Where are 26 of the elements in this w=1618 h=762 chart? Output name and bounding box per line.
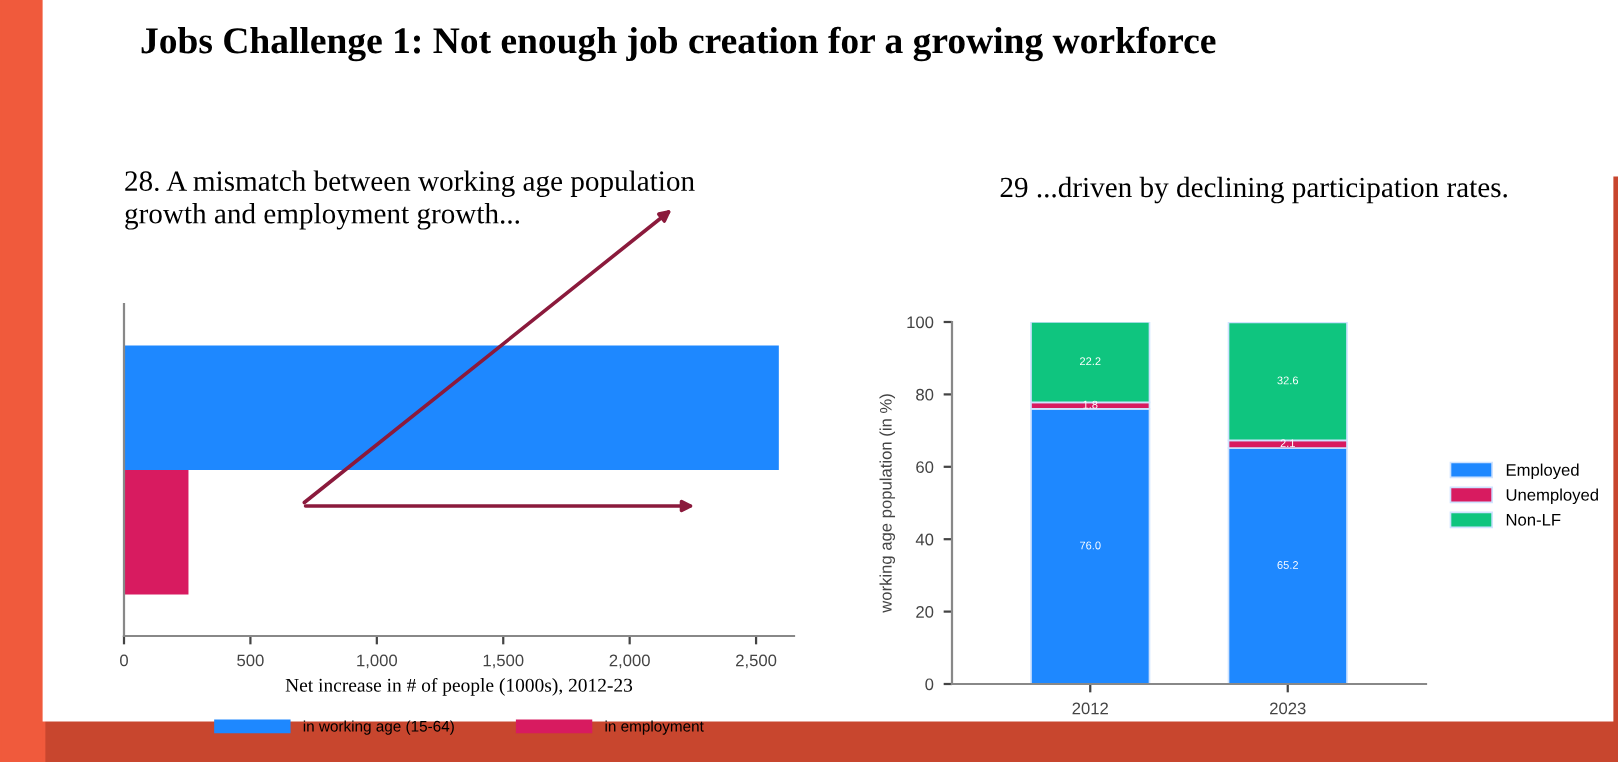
- y-tick-label: 0: [925, 678, 934, 691]
- bar: [1030, 322, 1151, 404]
- x-tick-label: 500: [237, 654, 264, 667]
- y-tick-label: 80: [916, 388, 934, 401]
- chart-subtitle: 28. A mismatch between working age population growth and employment growth...: [125, 170, 695, 230]
- x-tick-label: 2,500: [736, 654, 777, 669]
- bar: [1030, 408, 1151, 684]
- y-tick-label: 100: [907, 316, 934, 329]
- legend-label: Unemployed: [1506, 488, 1598, 505]
- legend-label: Employed: [1506, 463, 1579, 480]
- chart-title: 29 ...driven by declining participation rates.: [1000, 176, 1507, 204]
- x-tick-label: 1,500: [483, 654, 524, 669]
- x-tick-label: 0: [120, 654, 128, 667]
- y-tick-label: 40: [915, 533, 934, 546]
- x-tick-label: 1,000: [357, 654, 398, 669]
- y-axis-title: working age population (in %): [879, 394, 896, 613]
- x-tick-label: 2023: [1270, 702, 1306, 715]
- y-tick-label: 20: [916, 606, 934, 618]
- x-axis-title: Net increase in # of people (1000s), 2012-23: [285, 677, 633, 696]
- bar: [1227, 447, 1348, 684]
- bar: [1227, 322, 1348, 442]
- x-tick-label: 2,000: [609, 654, 650, 669]
- y-tick-label: 60: [916, 461, 934, 473]
- x-tick-label: 2012: [1072, 702, 1108, 715]
- legend-label: Non-LF: [1506, 514, 1561, 526]
- chart-title: Jobs Challenge 1: Not enough job creation for a growing workforce: [141, 26, 1216, 62]
